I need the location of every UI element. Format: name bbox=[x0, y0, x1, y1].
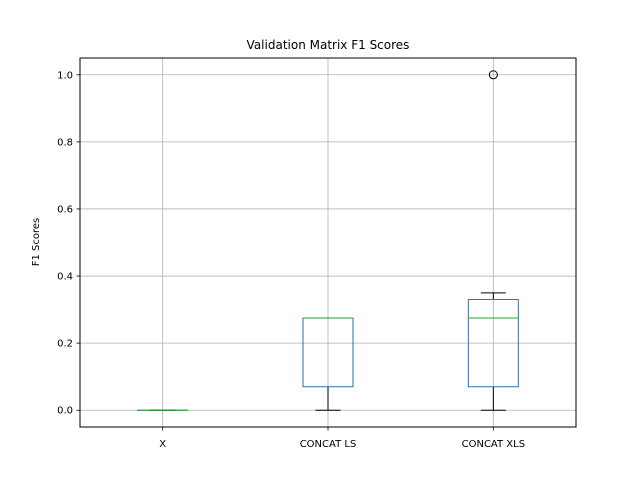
x-axis: X CONCAT LS CONCAT XLS bbox=[159, 427, 525, 450]
y-tick-label: 0.8 bbox=[57, 137, 73, 148]
y-tick-label: 0.4 bbox=[57, 272, 73, 283]
x-tick-label: CONCAT LS bbox=[300, 439, 357, 450]
y-tick-label: 1.0 bbox=[57, 70, 73, 81]
box-iqr bbox=[467, 299, 519, 388]
y-axis-label: F1 Scores bbox=[31, 218, 42, 267]
y-tick-label: 0.6 bbox=[57, 204, 73, 215]
box-concat-xls bbox=[467, 70, 519, 411]
box-concat-ls bbox=[302, 317, 354, 411]
y-axis: 0.0 0.2 0.4 0.6 0.8 1.0 bbox=[57, 70, 80, 417]
y-tick-label: 0.2 bbox=[57, 339, 73, 350]
y-tick-label: 0.0 bbox=[57, 406, 73, 417]
outlier-point bbox=[488, 70, 498, 80]
box-layer bbox=[137, 70, 519, 411]
chart-title: Validation Matrix F1 Scores bbox=[247, 38, 410, 52]
x-tick-label: CONCAT XLS bbox=[462, 439, 525, 450]
x-tick-label: X bbox=[159, 439, 166, 450]
grid-layer bbox=[80, 58, 576, 427]
